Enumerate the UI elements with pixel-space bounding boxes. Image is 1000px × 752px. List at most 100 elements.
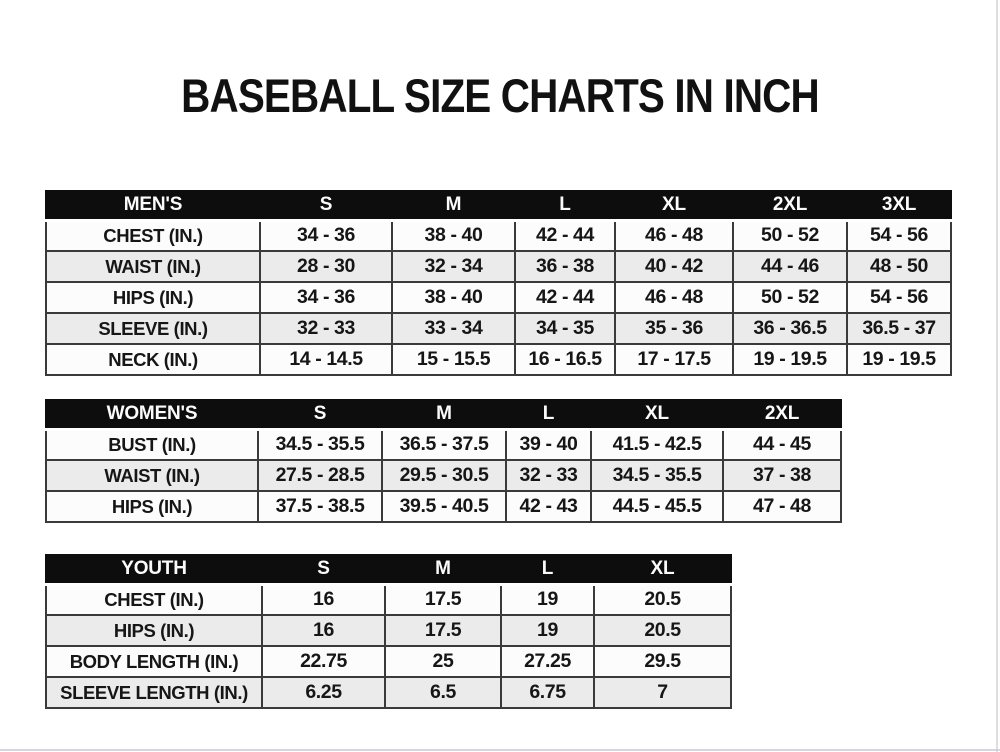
youth-table-header: YOUTH S M L XL xyxy=(45,554,732,586)
table-row: CHEST (IN.) 16 17.5 19 20.5 xyxy=(45,583,732,616)
size-value-cell: 29.5 - 30.5 xyxy=(381,459,507,492)
header-row-youth: YOUTH S M L XL xyxy=(45,554,732,586)
size-value-cell: 37 - 38 xyxy=(722,459,842,492)
size-value-cell: 46 - 48 xyxy=(614,219,734,252)
size-value-cell: 6.25 xyxy=(261,676,386,709)
mens-table-header: MEN'S S M L XL 2XL 3XL xyxy=(45,190,952,222)
size-value-cell: 27.5 - 28.5 xyxy=(257,459,383,492)
size-value-cell: 36 - 36.5 xyxy=(732,312,848,345)
row-label: HIPS (IN.) xyxy=(45,281,261,314)
size-value-cell: 38 - 40 xyxy=(391,219,516,252)
row-label: CHEST (IN.) xyxy=(45,583,263,616)
size-value-cell: 36 - 38 xyxy=(514,250,616,283)
header-row-men-s: MEN'S S M L XL 2XL 3XL xyxy=(45,190,952,222)
size-value-cell: 46 - 48 xyxy=(614,281,734,314)
size-value-cell: 50 - 52 xyxy=(732,281,848,314)
youth-size-table: YOUTH S M L XL CHEST (IN.) 16 17.5 19 20.5 HIPS (… xyxy=(45,554,732,709)
size-value-cell: 16 xyxy=(261,583,386,616)
size-value-cell: 42 - 44 xyxy=(514,219,616,252)
size-value-cell: 17.5 xyxy=(384,614,502,647)
size-value-cell: 19 - 19.5 xyxy=(846,343,952,376)
size-header-xl: XL xyxy=(593,554,732,586)
size-header-s: S xyxy=(259,190,393,222)
size-value-cell: 39 - 40 xyxy=(505,428,592,461)
womens-table-body: BUST (IN.) 34.5 - 35.5 36.5 - 37.5 39 - 40 4… xyxy=(45,428,842,523)
row-label: SLEEVE LENGTH (IN.) xyxy=(45,676,263,709)
size-value-cell: 36.5 - 37.5 xyxy=(381,428,507,461)
table-row: WAIST (IN.) 27.5 - 28.5 29.5 - 30.5 32 - 33… xyxy=(45,459,842,492)
size-value-cell: 44 - 46 xyxy=(732,250,848,283)
table-row: CHEST (IN.) 34 - 36 38 - 40 42 - 44 46 - 48 5… xyxy=(45,219,952,252)
size-value-cell: 34 - 36 xyxy=(259,281,393,314)
size-value-cell: 42 - 43 xyxy=(505,490,592,523)
row-label: WAIST (IN.) xyxy=(45,250,261,283)
size-value-cell: 15 - 15.5 xyxy=(391,343,516,376)
row-label: WAIST (IN.) xyxy=(45,459,259,492)
table-title-youth: YOUTH xyxy=(45,554,263,586)
size-value-cell: 22.75 xyxy=(261,645,386,678)
mens-size-table: MEN'S S M L XL 2XL 3XL CHEST (IN.) 34 - 36 38 - … xyxy=(45,190,952,376)
size-value-cell: 17.5 xyxy=(384,583,502,616)
womens-size-table: WOMEN'S S M L XL 2XL BUST (IN.) 34.5 - 35.5 36.… xyxy=(45,399,842,523)
row-label: HIPS (IN.) xyxy=(45,614,263,647)
size-header-xl: XL xyxy=(614,190,734,222)
size-value-cell: 44 - 45 xyxy=(722,428,842,461)
row-label: SLEEVE (IN.) xyxy=(45,312,261,345)
size-header-l: L xyxy=(514,190,616,222)
size-value-cell: 29.5 xyxy=(593,645,732,678)
size-header-s: S xyxy=(261,554,386,586)
size-value-cell: 34.5 - 35.5 xyxy=(257,428,383,461)
size-value-cell: 7 xyxy=(593,676,732,709)
size-value-cell: 14 - 14.5 xyxy=(259,343,393,376)
scan-edge-bottom xyxy=(0,749,1000,751)
row-label: BUST (IN.) xyxy=(45,428,259,461)
size-value-cell: 34 - 35 xyxy=(514,312,616,345)
row-label: NECK (IN.) xyxy=(45,343,261,376)
size-value-cell: 44.5 - 45.5 xyxy=(590,490,724,523)
size-value-cell: 34.5 - 35.5 xyxy=(590,459,724,492)
size-value-cell: 41.5 - 42.5 xyxy=(590,428,724,461)
size-value-cell: 17 - 17.5 xyxy=(614,343,734,376)
row-label: CHEST (IN.) xyxy=(45,219,261,252)
size-value-cell: 54 - 56 xyxy=(846,219,952,252)
size-value-cell: 48 - 50 xyxy=(846,250,952,283)
size-header-l: L xyxy=(500,554,595,586)
size-value-cell: 6.75 xyxy=(500,676,595,709)
size-value-cell: 16 xyxy=(261,614,386,647)
table-row: SLEEVE LENGTH (IN.) 6.25 6.5 6.75 7 xyxy=(45,676,732,709)
womens-table-header: WOMEN'S S M L XL 2XL xyxy=(45,399,842,431)
size-value-cell: 19 - 19.5 xyxy=(732,343,848,376)
table-row: WAIST (IN.) 28 - 30 32 - 34 36 - 38 40 - 42 4… xyxy=(45,250,952,283)
size-header-l: L xyxy=(505,399,592,431)
size-header-2xl: 2XL xyxy=(732,190,848,222)
size-value-cell: 28 - 30 xyxy=(259,250,393,283)
size-header-m: M xyxy=(381,399,507,431)
size-header-xl: XL xyxy=(590,399,724,431)
size-value-cell: 47 - 48 xyxy=(722,490,842,523)
row-label: HIPS (IN.) xyxy=(45,490,259,523)
table-row: NECK (IN.) 14 - 14.5 15 - 15.5 16 - 16.5 17 … xyxy=(45,343,952,376)
size-value-cell: 20.5 xyxy=(593,614,732,647)
size-value-cell: 36.5 - 37 xyxy=(846,312,952,345)
size-value-cell: 27.25 xyxy=(500,645,595,678)
size-header-m: M xyxy=(384,554,502,586)
size-value-cell: 40 - 42 xyxy=(614,250,734,283)
size-value-cell: 34 - 36 xyxy=(259,219,393,252)
size-header-2xl: 2XL xyxy=(722,399,842,431)
size-value-cell: 39.5 - 40.5 xyxy=(381,490,507,523)
table-row: BODY LENGTH (IN.) 22.75 25 27.25 29.5 xyxy=(45,645,732,678)
page-title: BASEBALL SIZE CHARTS IN INCH xyxy=(181,69,820,122)
size-value-cell: 20.5 xyxy=(593,583,732,616)
table-title-men-s: MEN'S xyxy=(45,190,261,222)
table-row: BUST (IN.) 34.5 - 35.5 36.5 - 37.5 39 - 40 4… xyxy=(45,428,842,461)
table-row: SLEEVE (IN.) 32 - 33 33 - 34 34 - 35 35 - 36… xyxy=(45,312,952,345)
row-label: BODY LENGTH (IN.) xyxy=(45,645,263,678)
size-header-m: M xyxy=(391,190,516,222)
size-value-cell: 25 xyxy=(384,645,502,678)
size-value-cell: 37.5 - 38.5 xyxy=(257,490,383,523)
size-header-s: S xyxy=(257,399,383,431)
table-row: HIPS (IN.) 16 17.5 19 20.5 xyxy=(45,614,732,647)
size-value-cell: 54 - 56 xyxy=(846,281,952,314)
size-value-cell: 16 - 16.5 xyxy=(514,343,616,376)
size-header-3xl: 3XL xyxy=(846,190,952,222)
